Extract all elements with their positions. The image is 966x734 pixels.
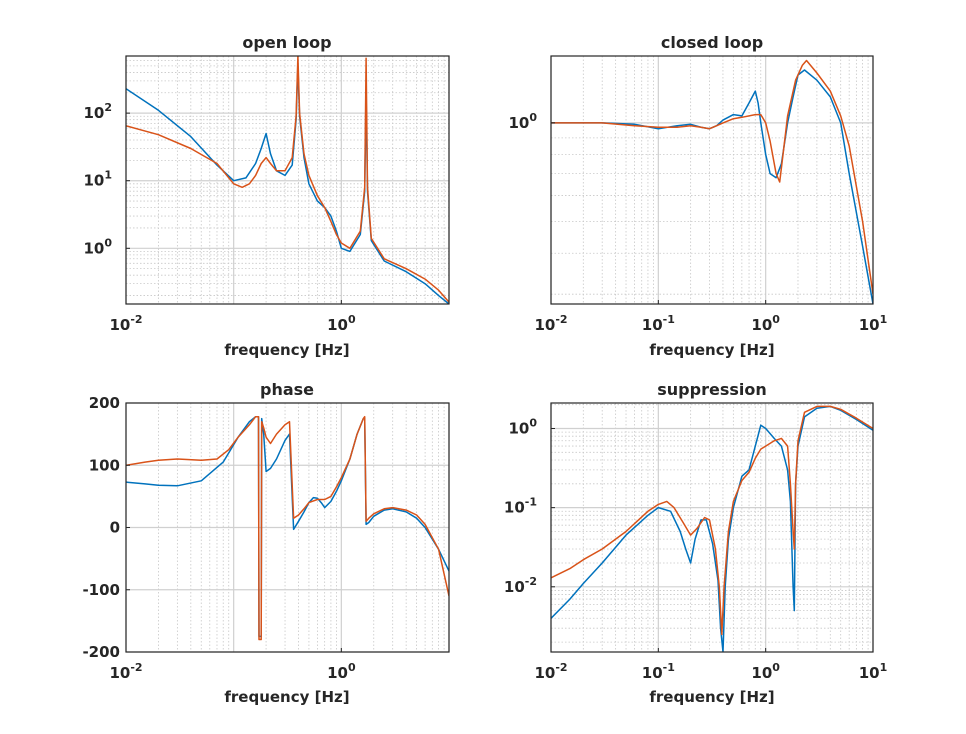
series-2-line: [551, 405, 873, 636]
y-tick-label: 100: [508, 417, 537, 438]
plot-area: [126, 56, 449, 304]
x-tick-label: 10-1: [642, 661, 675, 682]
y-tick-label: 100: [89, 456, 120, 474]
y-tick-label: 10-1: [504, 496, 537, 517]
grid: [550, 56, 874, 304]
series-2-line: [126, 415, 449, 641]
plot-suppression: suppression frequency [Hz] 10-2 10-1 100 10…: [504, 380, 887, 706]
x-tick-label: 100: [751, 661, 780, 682]
y-tick-label: -100: [82, 581, 120, 599]
x-axis-label: frequency [Hz]: [224, 688, 349, 706]
x-tick-label: 10-1: [642, 313, 675, 334]
y-tick-label: 100: [508, 111, 537, 132]
y-tick-label: 101: [83, 169, 112, 190]
x-tick-label: 100: [327, 661, 356, 682]
series-1-line: [126, 415, 449, 638]
axes-box: [550, 402, 874, 653]
x-tick-label: 100: [327, 313, 356, 334]
plot-area: [551, 56, 873, 304]
series-2-line: [126, 56, 449, 303]
x-tick-label: 100: [751, 313, 780, 334]
y-tick-label: 200: [89, 394, 120, 412]
plot-title: phase: [260, 380, 314, 399]
x-tick-label: 10-2: [534, 661, 567, 682]
y-tick-label: 102: [83, 101, 112, 122]
y-tick-label: 0: [110, 519, 120, 537]
x-axis-label: frequency [Hz]: [224, 341, 349, 359]
x-tick-label: 10-2: [534, 313, 567, 334]
x-tick-label: 10-2: [109, 661, 142, 682]
x-tick-label: 101: [859, 313, 888, 334]
plot-area: [551, 403, 873, 652]
plot-closed-loop: closed loop frequency [Hz] 10-2 10-1 100 10…: [508, 33, 887, 359]
x-tick-label: 10-2: [109, 313, 142, 334]
axes-box: [125, 55, 450, 305]
plot-title: suppression: [657, 380, 766, 399]
series-2-line: [551, 59, 873, 295]
y-tick-label: 10-2: [504, 575, 537, 596]
plot-phase: phase frequency [Hz] 10-2 100 200 100 0 -100 -…: [82, 380, 450, 706]
plot-title: open loop: [242, 33, 331, 52]
plot-open-loop: open loop frequency [Hz] 10-2 100 100 101 10…: [83, 33, 450, 359]
plot-title: closed loop: [661, 33, 763, 52]
y-tick-label: -200: [82, 643, 120, 661]
axes-box: [550, 55, 874, 305]
x-axis-label: frequency [Hz]: [649, 341, 774, 359]
series-1-line: [551, 69, 873, 304]
x-axis-label: frequency [Hz]: [649, 688, 774, 706]
x-tick-label: 101: [859, 661, 888, 682]
y-tick-label: 100: [83, 236, 112, 257]
